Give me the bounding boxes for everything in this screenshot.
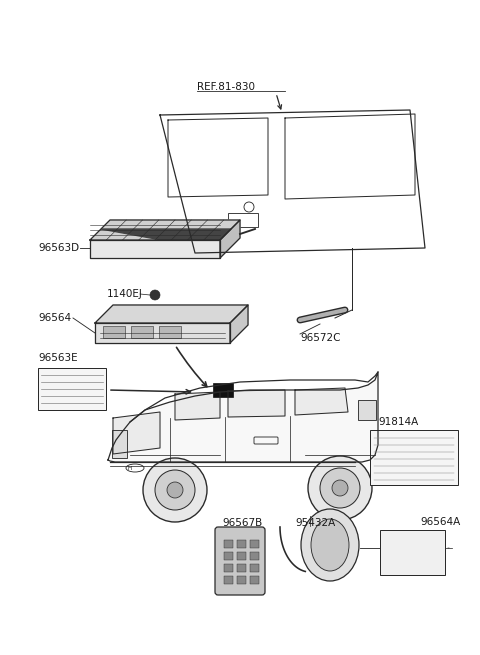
Circle shape xyxy=(143,458,207,522)
Text: 1140EJ: 1140EJ xyxy=(107,289,143,299)
Text: 96572C: 96572C xyxy=(300,333,340,343)
Polygon shape xyxy=(113,412,160,454)
Text: 91814A: 91814A xyxy=(378,417,418,427)
Text: REF.81-830: REF.81-830 xyxy=(197,82,255,92)
Polygon shape xyxy=(230,305,248,343)
Circle shape xyxy=(167,482,183,498)
Polygon shape xyxy=(228,390,285,417)
Circle shape xyxy=(308,456,372,520)
Text: 96563E: 96563E xyxy=(38,353,78,363)
Bar xyxy=(224,576,233,584)
Text: 96563D: 96563D xyxy=(38,243,79,253)
Text: H: H xyxy=(128,466,132,470)
Bar xyxy=(237,540,246,548)
Circle shape xyxy=(150,290,160,300)
Bar xyxy=(224,552,233,560)
Polygon shape xyxy=(90,240,220,258)
Text: 96564A: 96564A xyxy=(420,517,460,527)
Polygon shape xyxy=(175,392,220,420)
Bar xyxy=(131,326,153,338)
Bar xyxy=(358,400,376,420)
Text: 96567B: 96567B xyxy=(222,518,262,528)
Ellipse shape xyxy=(311,519,349,571)
Bar xyxy=(159,326,181,338)
FancyBboxPatch shape xyxy=(215,527,265,595)
Bar xyxy=(112,430,127,458)
Polygon shape xyxy=(95,305,248,323)
Bar xyxy=(224,540,233,548)
Bar xyxy=(213,383,233,397)
Polygon shape xyxy=(101,229,231,240)
Ellipse shape xyxy=(301,509,359,581)
Polygon shape xyxy=(95,323,230,343)
Circle shape xyxy=(155,470,195,510)
Polygon shape xyxy=(90,220,240,240)
Bar xyxy=(237,552,246,560)
Polygon shape xyxy=(295,388,348,415)
Bar xyxy=(38,368,106,410)
Bar xyxy=(250,564,259,572)
Bar xyxy=(237,576,246,584)
Bar xyxy=(250,540,259,548)
Bar xyxy=(370,430,458,485)
Text: 96564: 96564 xyxy=(38,313,71,323)
Text: 95432A: 95432A xyxy=(295,518,335,528)
Circle shape xyxy=(320,468,360,508)
Bar xyxy=(228,213,258,227)
Bar xyxy=(224,564,233,572)
Circle shape xyxy=(332,480,348,496)
Polygon shape xyxy=(108,372,378,462)
Polygon shape xyxy=(220,220,240,258)
Bar xyxy=(237,564,246,572)
Bar xyxy=(250,576,259,584)
Bar xyxy=(250,552,259,560)
Bar xyxy=(103,326,125,338)
Bar xyxy=(380,530,445,575)
